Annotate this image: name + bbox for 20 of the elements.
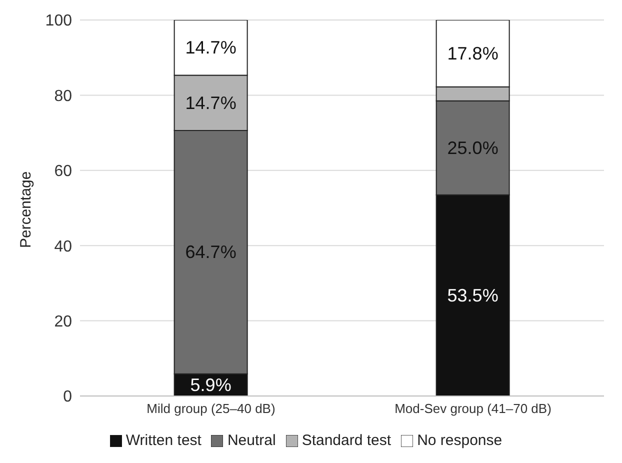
data-label: 25.0% [447,138,498,158]
y-tick-label: 100 [45,12,72,30]
legend-label: Standard test [302,432,392,449]
x-tick-label: Mod-Sev group (41–70 dB) [394,401,552,416]
x-tick-label: Mild group (25–40 dB) [146,401,276,416]
y-tick-label: 0 [63,388,72,406]
data-label: 14.7% [185,38,236,58]
y-tick-label: 20 [54,313,72,330]
y-tick-label: 80 [54,88,72,105]
data-label: 5.9% [190,374,232,395]
y-tick-label: 40 [54,238,72,256]
legend-label: Neutral [227,432,276,449]
data-label: 14.7% [185,92,236,113]
data-label: 64.7% [185,242,236,262]
y-tick-label: 60 [54,163,72,180]
data-label: 53.5% [447,285,498,306]
legend-label: Written test [126,432,202,449]
legend-label: No response [417,432,502,449]
y-axis-title: Percentage [17,171,34,248]
data-label: 17.8% [447,43,498,64]
